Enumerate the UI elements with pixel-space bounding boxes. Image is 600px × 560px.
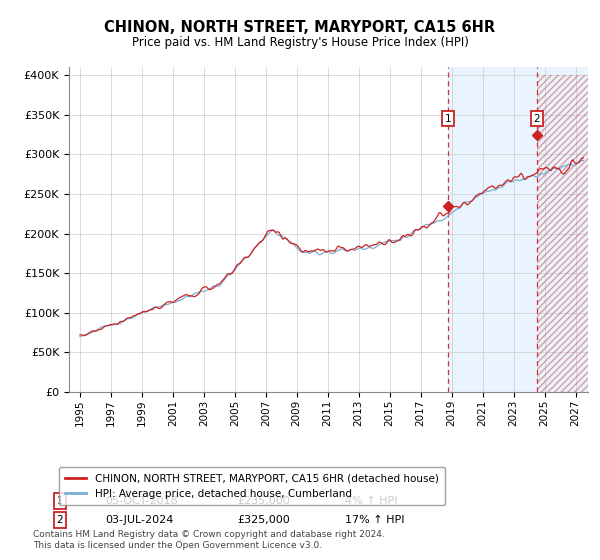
Text: This data is licensed under the Open Government Licence v3.0.: This data is licensed under the Open Gov… — [33, 541, 322, 550]
Bar — [448, 67, 588, 392]
Text: 03-JUL-2024: 03-JUL-2024 — [105, 515, 173, 525]
Text: 2: 2 — [56, 515, 64, 525]
Text: Price paid vs. HM Land Registry's House Price Index (HPI): Price paid vs. HM Land Registry's House … — [131, 36, 469, 49]
Text: 17% ↑ HPI: 17% ↑ HPI — [345, 515, 404, 525]
Text: 05-OCT-2018: 05-OCT-2018 — [105, 496, 178, 506]
Text: £235,000: £235,000 — [237, 496, 290, 506]
Text: Contains HM Land Registry data © Crown copyright and database right 2024.: Contains HM Land Registry data © Crown c… — [33, 530, 385, 539]
Text: 1: 1 — [445, 114, 451, 124]
Text: 2: 2 — [533, 114, 540, 124]
Bar — [537, 75, 588, 392]
Legend: CHINON, NORTH STREET, MARYPORT, CA15 6HR (detached house), HPI: Average price, d: CHINON, NORTH STREET, MARYPORT, CA15 6HR… — [59, 467, 445, 505]
Text: £325,000: £325,000 — [237, 515, 290, 525]
Text: 4% ↑ HPI: 4% ↑ HPI — [345, 496, 398, 506]
Text: 1: 1 — [56, 496, 64, 506]
Text: CHINON, NORTH STREET, MARYPORT, CA15 6HR: CHINON, NORTH STREET, MARYPORT, CA15 6HR — [104, 20, 496, 35]
